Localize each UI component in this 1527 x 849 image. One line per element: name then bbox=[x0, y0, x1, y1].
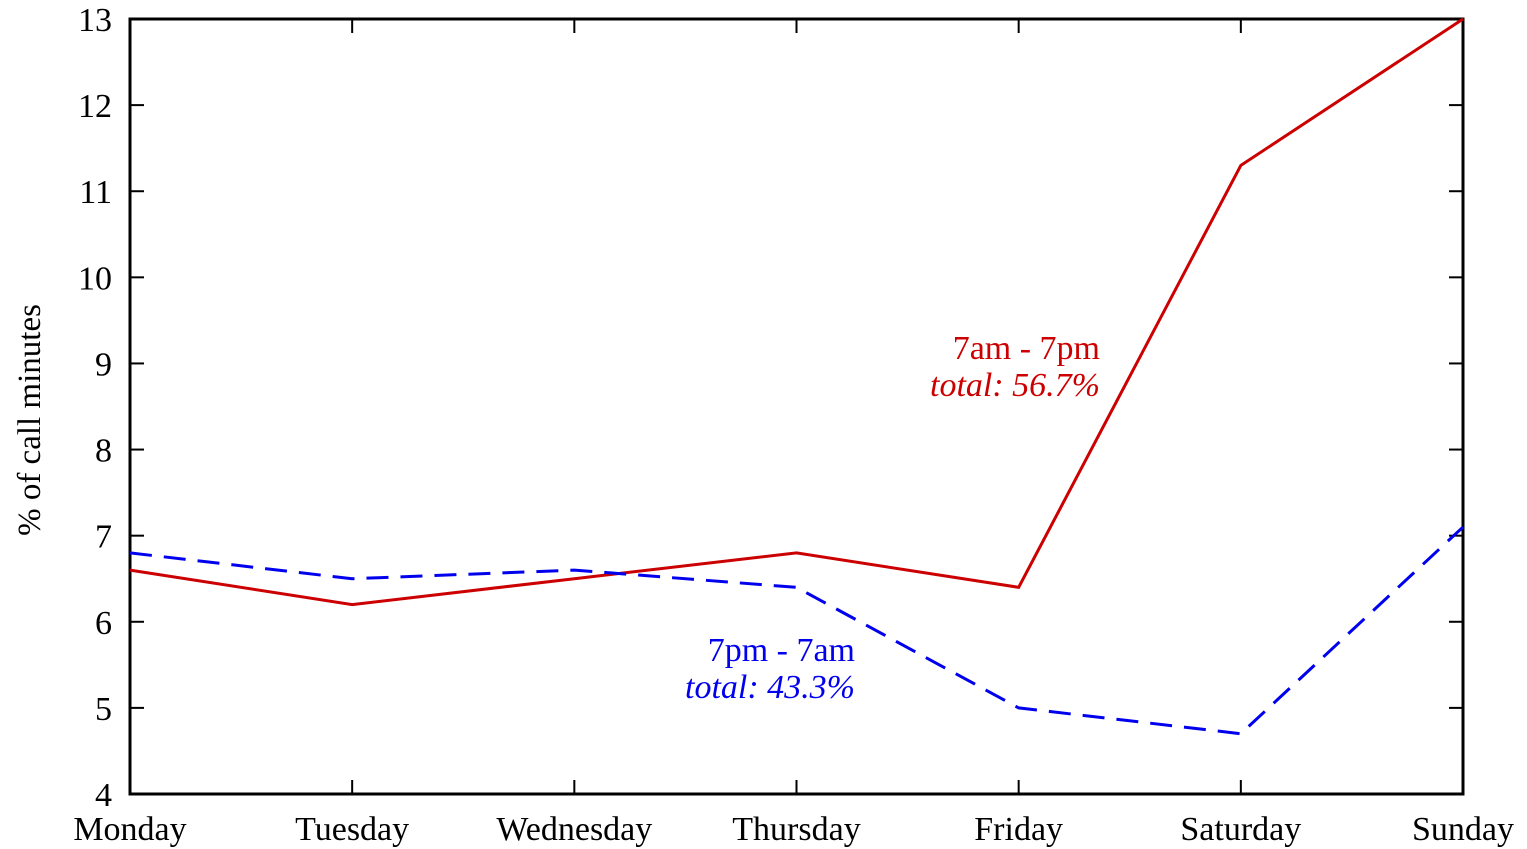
y-tick-label: 13 bbox=[78, 2, 112, 39]
y-tick-label: 11 bbox=[79, 174, 112, 211]
y-tick-label: 12 bbox=[78, 88, 112, 125]
y-tick-label: 10 bbox=[78, 260, 112, 297]
x-tick-label: Thursday bbox=[732, 811, 860, 848]
tick-marks bbox=[129, 18, 1464, 795]
x-tick-label: Tuesday bbox=[295, 811, 409, 848]
annotation-night: 7pm - 7am total: 43.3% bbox=[685, 632, 855, 706]
x-tick-label: Saturday bbox=[1180, 811, 1301, 848]
x-tick-label: Monday bbox=[73, 811, 186, 848]
x-tick-labels: Monday Tuesday Wednesday Thursday Friday Satu… bbox=[73, 811, 1514, 848]
series-line-day bbox=[129, 17, 1464, 607]
annotation-night-title: 7pm - 7am bbox=[708, 632, 855, 669]
annotation-day-total: total: 56.7% bbox=[930, 367, 1100, 404]
x-tick-label: Sunday bbox=[1412, 811, 1514, 848]
annotation-night-total: total: 43.3% bbox=[685, 669, 855, 706]
y-tick-label: 4 bbox=[95, 777, 112, 814]
y-tick-label: 8 bbox=[95, 433, 112, 470]
x-tick-label: Friday bbox=[974, 811, 1063, 848]
y-axis-title: % of call minutes bbox=[12, 304, 48, 536]
annotation-day: 7am - 7pm total: 56.7% bbox=[930, 330, 1100, 404]
annotation-day-title: 7am - 7pm bbox=[953, 330, 1100, 367]
y-tick-labels: 4 5 6 7 8 9 10 11 12 13 bbox=[78, 2, 112, 814]
y-tick-label: 9 bbox=[95, 346, 112, 383]
y-tick-label: 7 bbox=[95, 519, 112, 556]
x-tick-label: Wednesday bbox=[496, 811, 652, 848]
series-line-night bbox=[129, 525, 1465, 736]
y-tick-label: 5 bbox=[95, 691, 112, 728]
y-tick-label: 6 bbox=[95, 605, 112, 642]
series-lines bbox=[129, 17, 1465, 736]
